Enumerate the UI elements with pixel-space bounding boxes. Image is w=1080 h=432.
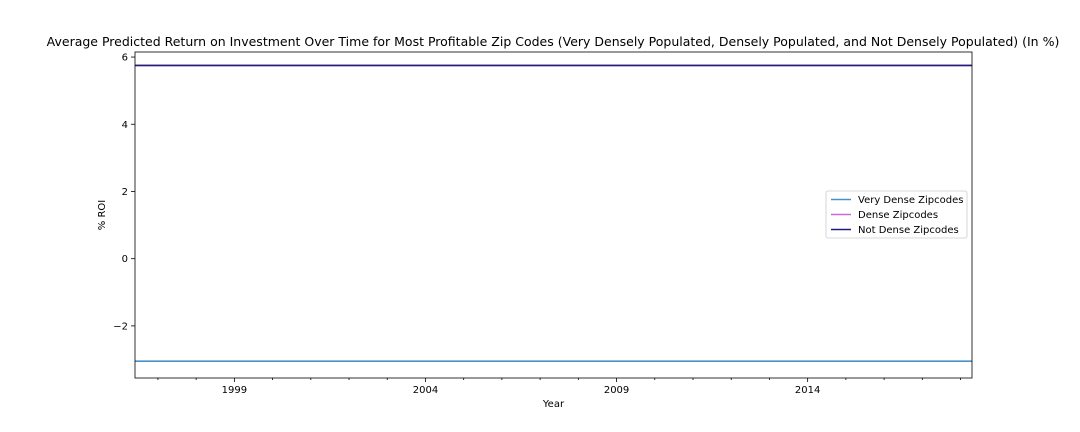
y-axis: −2 0 2 4 6 <box>113 53 135 332</box>
legend-label: Dense Zipcodes <box>858 210 938 221</box>
x-tick-label: 2009 <box>604 385 629 396</box>
legend-label: Very Dense Zipcodes <box>858 195 963 206</box>
chart-title: Average Predicted Return on Investment O… <box>47 34 1060 49</box>
legend-box <box>825 190 968 239</box>
x-tick-label: 2004 <box>413 385 438 396</box>
series-layer <box>135 64 972 362</box>
y-tick-label: 0 <box>122 254 128 265</box>
axes-frame <box>134 51 973 379</box>
y-tick-label: −2 <box>113 321 128 332</box>
y-tick-label: 6 <box>122 53 128 64</box>
legend: Very Dense Zipcodes Dense Zipcodes Not Den… <box>825 190 968 239</box>
y-axis-label: % ROI <box>97 200 108 230</box>
y-tick-label: 2 <box>122 187 128 198</box>
x-axis: 1999 2004 2009 2014 <box>157 378 961 396</box>
y-tick-label: 4 <box>122 120 128 131</box>
plot-area <box>134 51 973 379</box>
x-tick-label: 1999 <box>222 385 247 396</box>
legend-label: Not Dense Zipcodes <box>858 225 959 236</box>
x-tick-label: 2014 <box>795 385 820 396</box>
x-axis-label: Year <box>542 399 565 410</box>
